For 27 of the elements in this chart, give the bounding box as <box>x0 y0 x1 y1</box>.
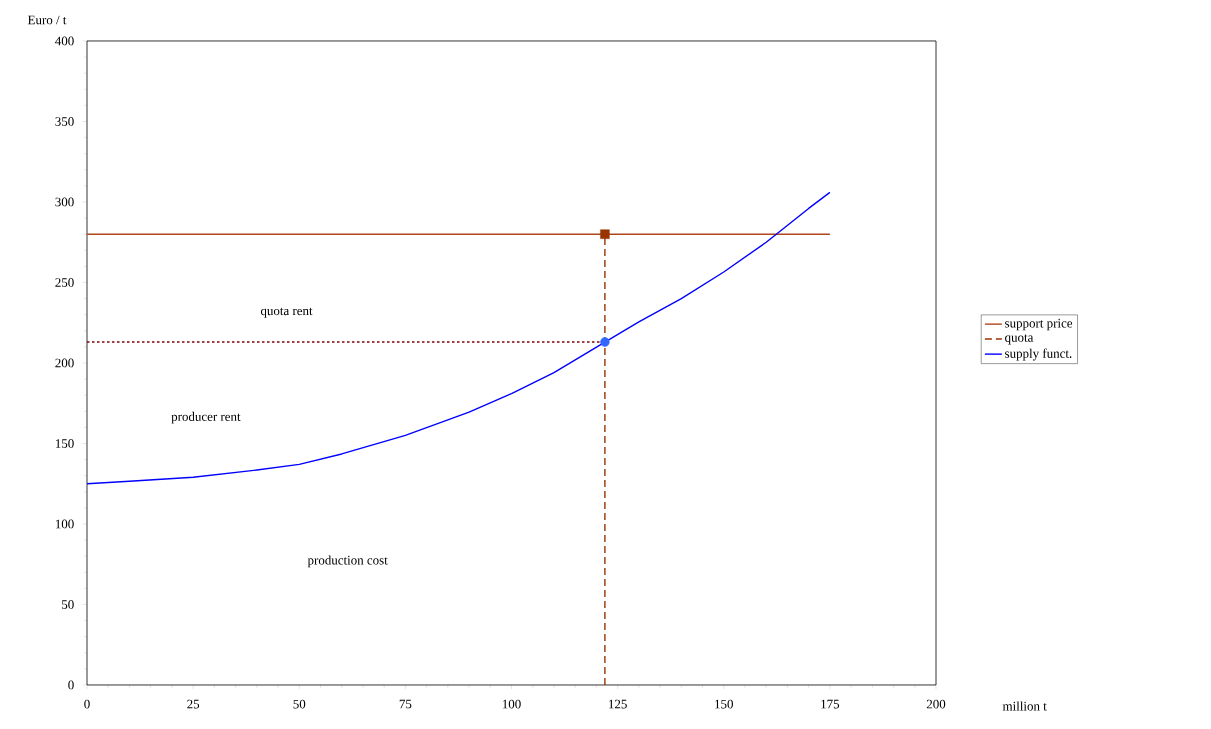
x-tick-label: 100 <box>502 699 521 709</box>
x-tick-label: 50 <box>293 699 306 709</box>
x-tick-label: 150 <box>715 699 733 709</box>
legend-label: supply funct. <box>1005 348 1072 361</box>
x-tick-label: 0 <box>84 699 90 709</box>
y-tick-label: 150 <box>55 439 74 448</box>
y-tick-label: 100 <box>55 519 74 529</box>
x-axis-title: million t <box>1002 701 1047 711</box>
y-tick-label: 200 <box>55 358 74 368</box>
annotation: production cost <box>307 555 388 568</box>
legend-label: support price <box>1005 318 1073 331</box>
x-tick-label: 200 <box>926 699 946 709</box>
annotation: quota rent <box>260 307 313 318</box>
x-tick-label: 125 <box>609 699 627 709</box>
y-tick-label: 0 <box>68 680 74 690</box>
legend-label: quota <box>1005 334 1034 345</box>
y-tick-label: 50 <box>62 600 74 609</box>
y-axis-title: Euro / t <box>27 15 67 25</box>
y-tick-label: 350 <box>55 117 74 126</box>
annotation: producer rent <box>171 411 241 424</box>
y-tick-label: 400 <box>55 36 74 46</box>
line-series <box>86 191 831 485</box>
x-tick-label: 75 <box>399 699 412 709</box>
x-tick-label: 25 <box>187 699 200 709</box>
x-tick-label: 175 <box>821 699 840 709</box>
y-tick-label: 300 <box>55 197 74 207</box>
y-tick-label: 250 <box>55 278 74 287</box>
